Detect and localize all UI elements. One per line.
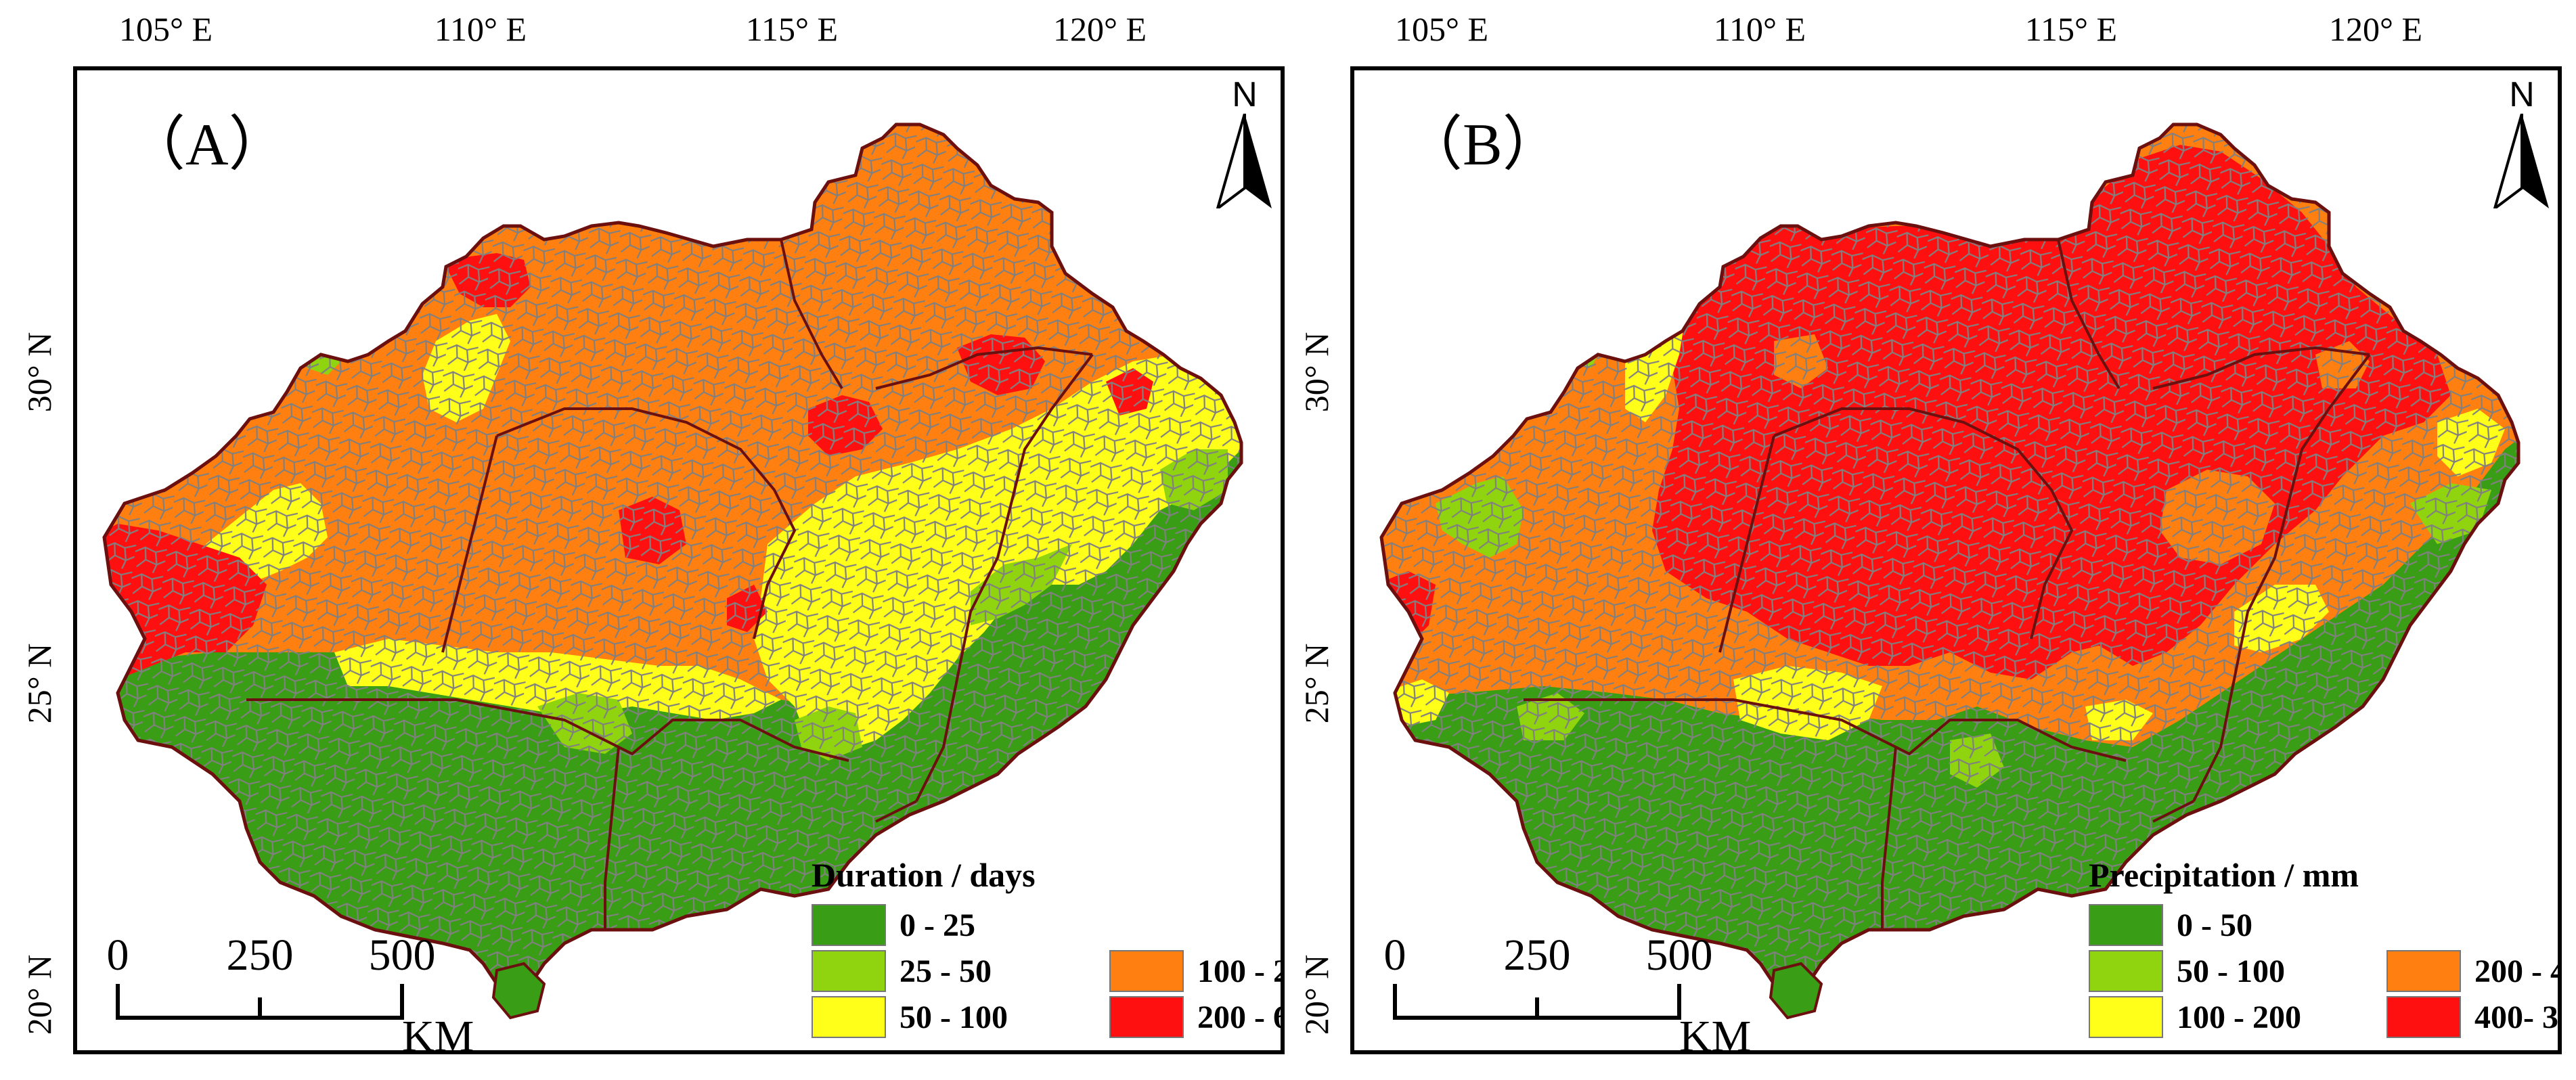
legend-swatch [2089, 996, 2163, 1038]
legend-item: 100 - 200 [2089, 996, 2301, 1038]
island [1769, 962, 1823, 1020]
map-panel-a: （A） N 0 250 500 KM Duration / days 0 - 2… [73, 66, 1285, 1054]
legend-label: 50 - 100 [2177, 953, 2285, 989]
legend-swatch [2386, 996, 2461, 1038]
legend-label: 400- 3500 [2474, 999, 2558, 1035]
legend-label: 100 - 200 [2177, 999, 2301, 1035]
north-label: N [2509, 75, 2535, 114]
province-boundaries [246, 239, 1094, 930]
longitude-label-120e-b: 120° E [2328, 10, 2423, 48]
legend-item: 0 - 50 [2089, 904, 2252, 946]
legend-item: 50 - 100 [812, 996, 1008, 1038]
legend-swatch [2089, 950, 2163, 992]
longitude-label-115e: 115° E [745, 10, 839, 48]
legend-label: 100 - 200 [1197, 953, 1281, 989]
region-outline [102, 122, 1243, 1000]
legend-label: 0 - 25 [900, 907, 975, 943]
north-arrow-icon [2492, 113, 2549, 212]
legend-item: 0 - 25 [812, 904, 975, 946]
latitude-label-30n: 30° N [20, 332, 58, 413]
longitude-label-105e-b: 105° E [1394, 10, 1489, 48]
longitude-label-115e-b: 115° E [2024, 10, 2118, 48]
legend-swatch [812, 904, 886, 946]
scale-tick-250: 250 [1503, 930, 1571, 980]
choropleth-map-b [1379, 122, 2521, 1020]
latitude-label-25n-b: 25° N [1297, 643, 1335, 724]
scale-tick-250: 250 [226, 930, 294, 980]
north-arrow-a: N [1207, 75, 1281, 212]
latitude-label-20n: 20° N [20, 954, 58, 1035]
legend-b: Precipitation / mm 0 - 50 50 - 100 100 -… [2089, 855, 2558, 1045]
scale-unit: KM [402, 1012, 474, 1054]
scale-bar-line [1393, 984, 1681, 1020]
legend-label: 50 - 100 [900, 999, 1008, 1035]
legend-title: Duration / days [812, 856, 1036, 894]
north-label: N [1232, 75, 1258, 114]
scale-bar-line [116, 984, 404, 1020]
longitude-label-120e: 120° E [1052, 10, 1147, 48]
scale-bar-a: 0 250 500 KM [104, 930, 483, 1054]
map-panel-b: （B） N 0 250 500 KM Precipitation / mm 0 … [1350, 66, 2562, 1054]
legend-label: 200 - 400 [2474, 953, 2558, 989]
scale-tick-0: 0 [1383, 930, 1406, 980]
latitude-label-25n: 25° N [20, 643, 58, 724]
legend-title: Precipitation / mm [2089, 856, 2359, 894]
legend-label: 0 - 50 [2177, 907, 2252, 943]
region-outline [1379, 122, 2521, 1000]
legend-item: 200 - 400 [2386, 950, 2558, 992]
legend-label: 200 - 600 [1197, 999, 1281, 1035]
legend-a: Duration / days 0 - 25 25 - 50 50 - 100 … [812, 855, 1281, 1045]
scale-unit: KM [1679, 1012, 1752, 1054]
choropleth-map-a [102, 122, 1243, 1020]
legend-label: 25 - 50 [900, 953, 992, 989]
legend-swatch [1109, 996, 1184, 1038]
legend-swatch [2089, 904, 2163, 946]
north-arrow-b: N [2485, 75, 2558, 212]
north-arrow-icon [1215, 113, 1272, 212]
legend-item: 50 - 100 [2089, 950, 2285, 992]
legend-swatch [812, 996, 886, 1038]
panel-label-a: （A） [126, 112, 288, 178]
scale-tick-500: 500 [1645, 930, 1713, 980]
legend-item: 400- 3500 [2386, 996, 2558, 1038]
province-boundaries [1524, 239, 2371, 930]
legend-item: 100 - 200 [1109, 950, 1281, 992]
panel-label-b: （B） [1403, 112, 1562, 178]
scale-bar-b: 0 250 500 KM [1381, 930, 1760, 1054]
longitude-label-110e: 110° E [434, 10, 527, 48]
latitude-label-30n-b: 30° N [1297, 332, 1335, 413]
legend-item: 200 - 600 [1109, 996, 1281, 1038]
legend-swatch [1109, 950, 1184, 992]
longitude-label-105e: 105° E [118, 10, 213, 48]
scale-tick-0: 0 [106, 930, 129, 980]
legend-swatch [2386, 950, 2461, 992]
island [491, 962, 546, 1020]
scale-tick-500: 500 [368, 930, 436, 980]
legend-swatch [812, 950, 886, 992]
longitude-label-110e-b: 110° E [1713, 10, 1806, 48]
latitude-label-20n-b: 20° N [1297, 954, 1335, 1035]
legend-item: 25 - 50 [812, 950, 992, 992]
